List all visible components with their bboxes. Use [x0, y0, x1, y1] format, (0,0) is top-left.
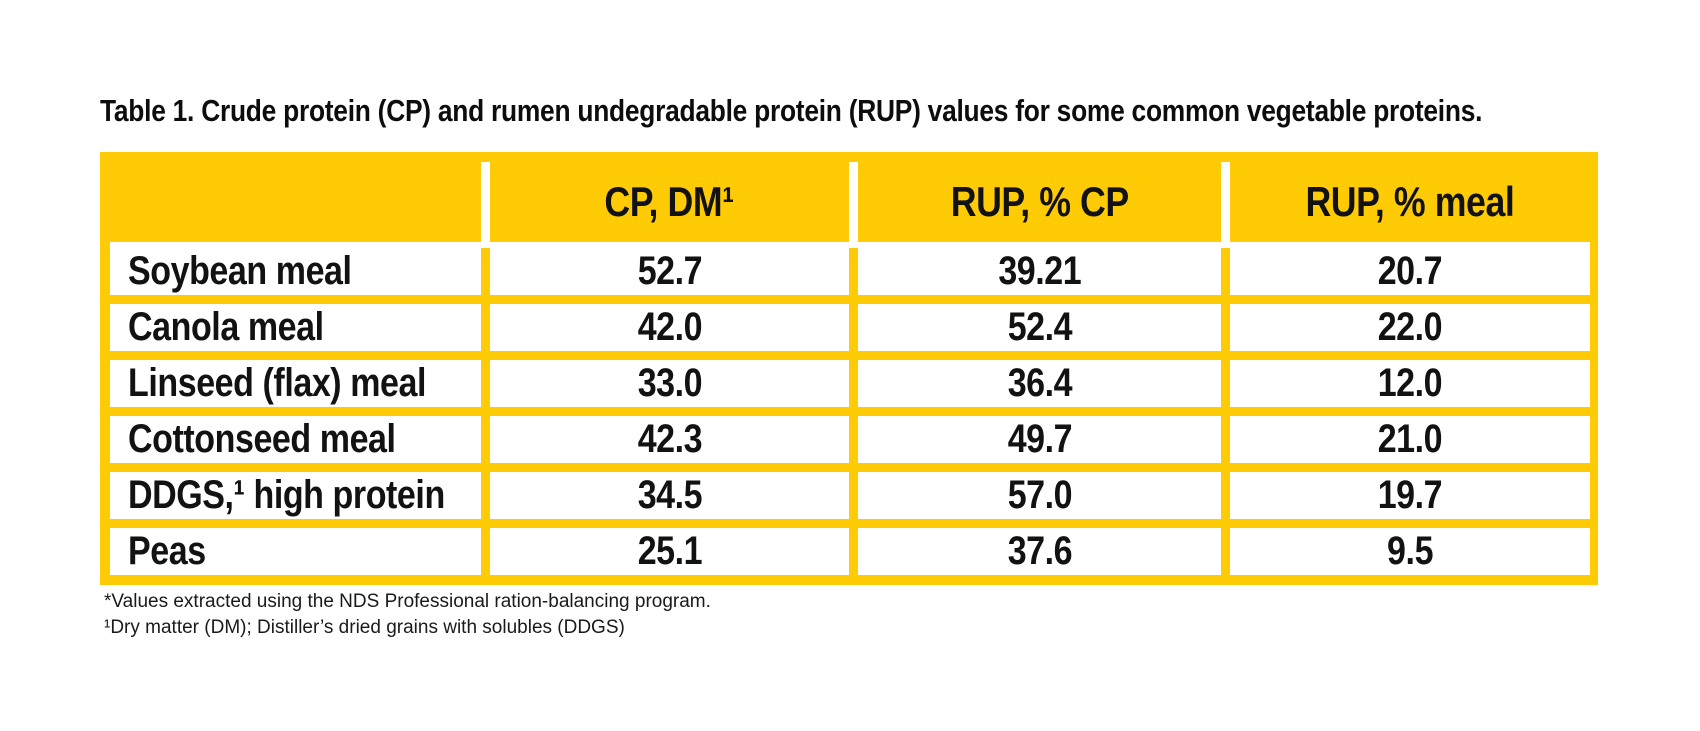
cell-peas-rup-meal: 9.5	[1230, 528, 1590, 575]
cell-ddgs-rup-meal: 19.7	[1230, 472, 1590, 519]
header-separator	[110, 242, 1590, 248]
cell-canola-rup-cp: 52.4	[858, 304, 1221, 351]
table-title: Table 1. Crude protein (CP) and rumen un…	[100, 93, 1700, 133]
table-title-text: Table 1. Crude protein (CP) and rumen un…	[100, 93, 1483, 128]
cell-ddgs-rup-cp: 57.0	[858, 472, 1221, 519]
cell-canola-rup-meal: 22.0	[1230, 304, 1590, 351]
footnotes: *Values extracted using the NDS Professi…	[104, 589, 711, 641]
footnote-source: *Values extracted using the NDS Professi…	[104, 591, 711, 612]
column-header-rup-pct-cp: RUP, % CP	[858, 162, 1221, 242]
row-label-cottonseed-meal: Cottonseed meal	[110, 416, 481, 463]
cell-soybean-rup-meal: 20.7	[1230, 248, 1590, 295]
table-body: Soybean meal 52.7 39.21 20.7 Canola meal…	[110, 248, 1590, 575]
cell-cottonseed-rup-cp: 49.7	[858, 416, 1221, 463]
cell-linseed-rup-cp: 36.4	[858, 360, 1221, 407]
cell-peas-cp-dm: 25.1	[490, 528, 849, 575]
column-header-empty	[110, 162, 481, 242]
cell-peas-rup-cp: 37.6	[858, 528, 1221, 575]
cell-soybean-rup-cp: 39.21	[858, 248, 1221, 295]
row-label-canola-meal: Canola meal	[110, 304, 481, 351]
cell-cottonseed-rup-meal: 21.0	[1230, 416, 1590, 463]
row-label-ddgs-high-protein: DDGS,¹ high protein	[110, 472, 481, 519]
column-header-cp-dm: CP, DM¹	[490, 162, 849, 242]
footnote-abbreviations: ¹Dry matter (DM); Distiller’s dried grai…	[104, 617, 625, 638]
row-label-linseed-meal: Linseed (flax) meal	[110, 360, 481, 407]
cell-linseed-cp-dm: 33.0	[490, 360, 849, 407]
cell-ddgs-cp-dm: 34.5	[490, 472, 849, 519]
cell-soybean-cp-dm: 52.7	[490, 248, 849, 295]
column-header-rup-pct-meal: RUP, % meal	[1230, 162, 1590, 242]
row-label-soybean-meal: Soybean meal	[110, 248, 481, 295]
cell-cottonseed-cp-dm: 42.3	[490, 416, 849, 463]
table-header-row: CP, DM¹ RUP, % CP RUP, % meal	[110, 162, 1590, 242]
cell-canola-cp-dm: 42.0	[490, 304, 849, 351]
protein-table: CP, DM¹ RUP, % CP RUP, % meal Soybean me…	[100, 152, 1598, 585]
cell-linseed-rup-meal: 12.0	[1230, 360, 1590, 407]
row-label-peas: Peas	[110, 528, 481, 575]
